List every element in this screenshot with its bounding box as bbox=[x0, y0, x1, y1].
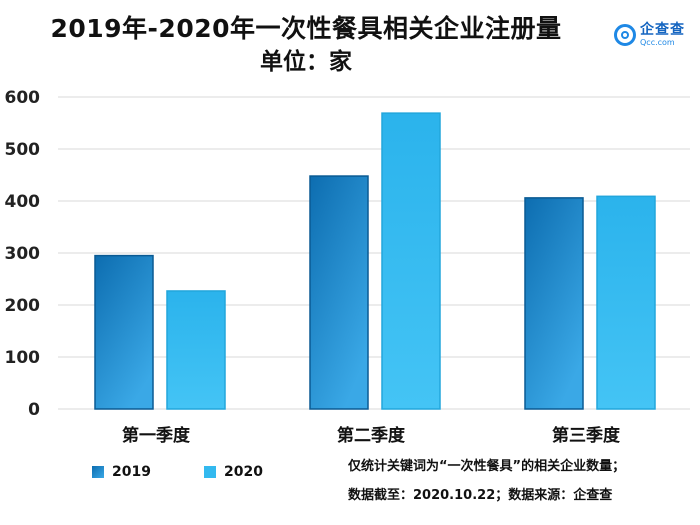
legend-swatch-2020 bbox=[204, 466, 216, 478]
bar-2020-1 bbox=[166, 290, 226, 410]
bar-2019-1 bbox=[94, 254, 154, 410]
y-tick-label: 300 bbox=[5, 244, 41, 264]
chart-title: 2019年-2020年一次性餐具相关企业注册量 bbox=[50, 14, 562, 43]
bar-2020-2 bbox=[381, 112, 441, 410]
note-keyword: 仅统计关键词为“一次性餐具”的相关企业数量； bbox=[348, 459, 626, 474]
x-category-label: 第一季度 bbox=[122, 425, 191, 446]
y-tick-label: 500 bbox=[5, 140, 41, 160]
logo-name: 企查查 bbox=[640, 22, 685, 38]
x-category-label: 第三季度 bbox=[552, 425, 621, 446]
y-tick-label: 400 bbox=[5, 192, 41, 212]
bar-2020-3 bbox=[596, 195, 656, 410]
logo-url: Qcc.com bbox=[640, 38, 675, 47]
legend-label-2019: 2019 bbox=[112, 464, 151, 480]
legend-swatch-2019 bbox=[92, 466, 104, 478]
legend-2019: 2019 bbox=[92, 462, 151, 482]
note-source: 数据截至：2020.10.22；数据来源：企查查 bbox=[348, 488, 613, 503]
qcc-logo-icon bbox=[614, 24, 636, 46]
y-tick-label: 100 bbox=[5, 348, 41, 368]
y-tick-label: 600 bbox=[5, 88, 41, 108]
y-tick-label: 0 bbox=[28, 400, 40, 420]
x-category-label: 第二季度 bbox=[337, 425, 406, 446]
legend-2020: 2020 bbox=[204, 462, 263, 482]
legend-label-2020: 2020 bbox=[224, 464, 263, 480]
chart-subtitle: 单位：家 bbox=[260, 49, 352, 75]
qcc-logo: 企查查 Qcc.com bbox=[614, 20, 694, 50]
y-tick-label: 200 bbox=[5, 296, 41, 316]
bar-2019-2 bbox=[309, 175, 369, 410]
bar-2019-3 bbox=[524, 197, 584, 410]
